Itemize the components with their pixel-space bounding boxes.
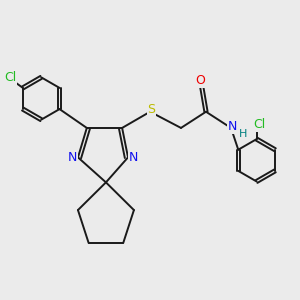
Text: N: N <box>68 151 77 164</box>
Text: N: N <box>129 151 138 164</box>
Text: S: S <box>148 103 156 116</box>
Text: O: O <box>195 74 205 87</box>
Text: Cl: Cl <box>4 71 16 84</box>
Text: H: H <box>238 129 247 139</box>
Text: N: N <box>228 120 237 133</box>
Text: Cl: Cl <box>254 118 266 131</box>
